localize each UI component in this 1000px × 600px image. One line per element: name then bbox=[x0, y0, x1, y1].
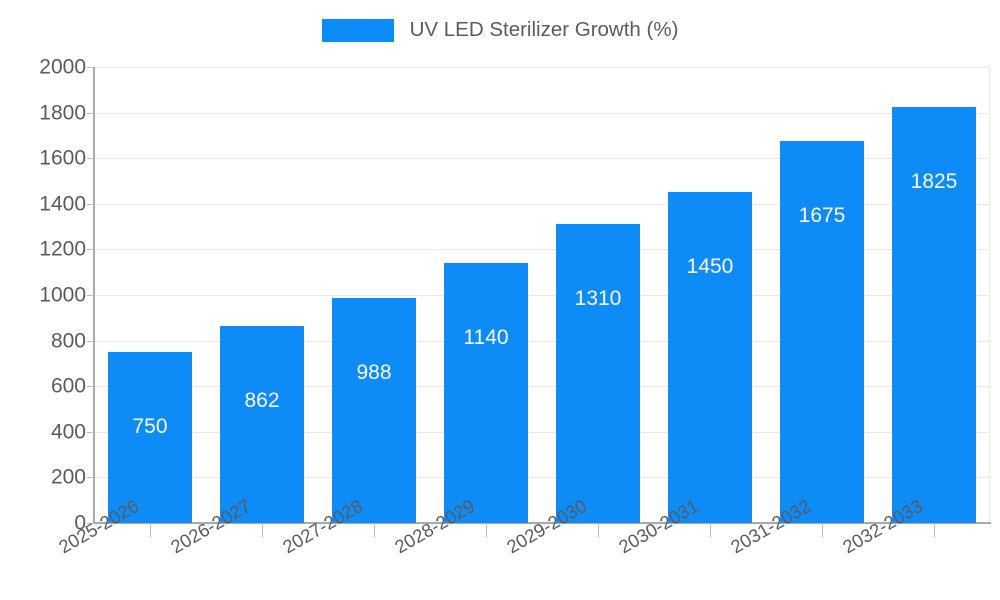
y-axis-tick-mark bbox=[87, 112, 94, 114]
y-axis-tick-label: 1800 bbox=[39, 101, 86, 125]
bar[interactable]: 750 bbox=[108, 352, 192, 523]
bar[interactable]: 1825 bbox=[892, 106, 976, 523]
x-axis-tick-mark bbox=[262, 523, 263, 537]
y-axis-tick-label: 1400 bbox=[39, 192, 86, 216]
bar[interactable]: 1310 bbox=[556, 224, 640, 523]
y-axis-ticks: 2000 1800 1600 1400 1200 1000 800 600 400 200 0 bbox=[0, 0, 94, 600]
gridline bbox=[94, 203, 990, 205]
bar[interactable]: 1675 bbox=[780, 141, 864, 523]
gridline bbox=[94, 340, 990, 342]
bar[interactable]: 1140 bbox=[444, 263, 528, 523]
y-axis-tick-label: 400 bbox=[50, 420, 86, 444]
y-axis-tick-label: 600 bbox=[50, 374, 86, 398]
gridline bbox=[94, 158, 990, 160]
y-axis-tick-mark bbox=[87, 431, 94, 433]
bar-value-label: 1450 bbox=[686, 255, 734, 279]
x-axis-tick-mark bbox=[710, 523, 711, 537]
y-axis-tick-label: 0 bbox=[74, 511, 86, 535]
legend-color-swatch bbox=[321, 18, 394, 42]
x-axis-tick-mark bbox=[374, 523, 375, 537]
x-axis-tick-mark bbox=[486, 523, 487, 537]
y-axis-tick-mark bbox=[87, 249, 94, 251]
chart-legend: UV LED Sterilizer Growth (%) bbox=[0, 12, 1000, 48]
y-axis-tick-label: 800 bbox=[50, 329, 86, 353]
legend-label: UV LED Sterilizer Growth (%) bbox=[409, 17, 679, 41]
x-axis-tick-mark bbox=[822, 523, 823, 537]
y-axis-tick-mark bbox=[87, 477, 94, 479]
x-axis-tick-mark bbox=[598, 523, 599, 537]
y-axis-tick-mark bbox=[87, 67, 94, 68]
bar-value-label: 1140 bbox=[463, 326, 509, 350]
y-axis-tick-mark bbox=[87, 295, 94, 296]
x-axis-tick-mark bbox=[150, 523, 151, 537]
y-axis-tick-label: 2000 bbox=[39, 55, 86, 79]
x-axis-tick-mark bbox=[934, 523, 935, 537]
y-axis-tick-mark bbox=[87, 340, 94, 342]
bar-value-label: 1675 bbox=[798, 204, 846, 228]
bar-value-label: 862 bbox=[244, 389, 280, 413]
bar[interactable]: 862 bbox=[220, 326, 304, 523]
bar[interactable]: 1450 bbox=[668, 192, 752, 523]
gridline bbox=[94, 249, 990, 251]
bar-value-label: 988 bbox=[356, 360, 392, 384]
y-axis-line bbox=[93, 67, 95, 524]
y-axis-tick-mark bbox=[87, 203, 94, 205]
gridline bbox=[94, 477, 990, 479]
gridline bbox=[94, 386, 990, 388]
plot-area bbox=[94, 67, 990, 523]
y-axis-tick-mark bbox=[87, 386, 94, 388]
bar[interactable]: 988 bbox=[332, 297, 416, 523]
bar-value-label: 1825 bbox=[910, 169, 958, 193]
y-axis-tick-mark bbox=[87, 158, 94, 160]
gridline bbox=[94, 295, 990, 296]
bar-value-label: 1310 bbox=[574, 287, 622, 311]
gridline bbox=[94, 67, 990, 68]
y-axis-tick-label: 200 bbox=[50, 465, 86, 489]
bar-value-label: 750 bbox=[132, 415, 168, 438]
y-axis-tick-label: 1200 bbox=[39, 237, 86, 261]
gridline bbox=[94, 112, 990, 114]
x-axis-line bbox=[93, 522, 991, 524]
gridline bbox=[94, 431, 990, 433]
y-axis-tick-label: 1000 bbox=[39, 283, 86, 307]
y-axis-tick-mark bbox=[87, 523, 94, 524]
y-axis-tick-label: 1600 bbox=[39, 146, 86, 170]
